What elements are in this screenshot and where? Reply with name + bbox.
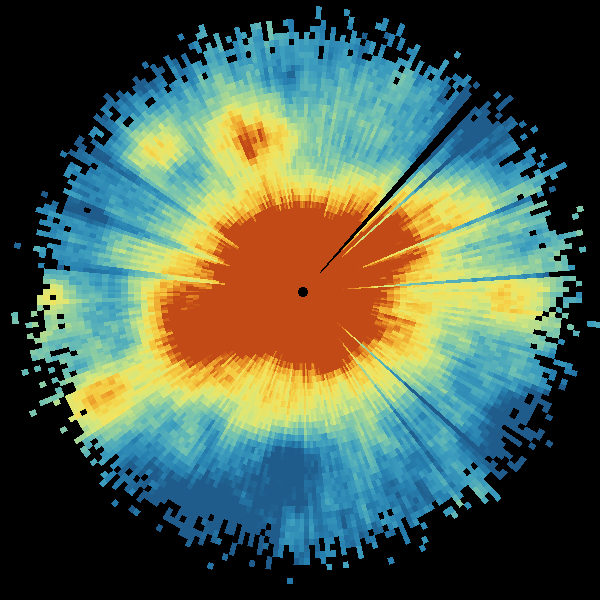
radar-ppi-heatmap [0,0,600,600]
radar-image-viewport: Radar PPI Reflectivity Scan Full-frame p… [0,0,600,600]
